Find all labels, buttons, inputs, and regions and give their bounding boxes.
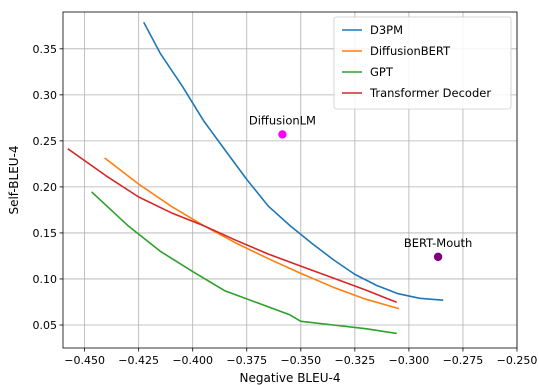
- x-tick-label: −0.450: [64, 354, 105, 367]
- y-axis-label: Self-BLEU-4: [7, 145, 21, 214]
- y-tick-label: 0.20: [33, 181, 58, 194]
- x-tick-label: −0.275: [443, 354, 484, 367]
- x-tick-label: −0.375: [226, 354, 267, 367]
- legend-box: [333, 16, 512, 110]
- legend-label-d3pm: D3PM: [370, 23, 403, 37]
- legend-label-diffusionbert: DiffusionBERT: [370, 44, 451, 58]
- x-tick-label: −0.325: [334, 354, 375, 367]
- plot-frame: [62, 11, 518, 349]
- x-axis-label: Negative BLEU-4: [240, 371, 341, 385]
- x-tick-label: −0.350: [280, 354, 321, 367]
- point-bert-mouth: [433, 252, 443, 262]
- series-line-gpt: [91, 191, 397, 335]
- axis-ticks: −0.450 −0.425 −0.400 −0.375 −0.350 −0.325 −0.3…: [33, 43, 538, 367]
- x-tick-label: −0.400: [172, 354, 213, 367]
- point-label-bert-mouth: BERT-Mouth: [404, 236, 472, 250]
- point-label-diffusionlm: DiffusionLM: [249, 113, 316, 127]
- x-tick-label: −0.250: [497, 354, 538, 367]
- y-tick-label: 0.35: [33, 43, 58, 56]
- legend-label-gpt: GPT: [370, 65, 394, 79]
- series-line-diffusionbert: [104, 157, 400, 310]
- x-tick-label: −0.300: [389, 354, 430, 367]
- legend-label-transformer-decoder: Transformer Decoder: [369, 86, 491, 100]
- annotated-points: DiffusionLM BERT-Mouth: [249, 113, 472, 262]
- y-tick-label: 0.30: [33, 89, 58, 102]
- y-tick-label: 0.25: [33, 135, 58, 148]
- series-lines: [67, 21, 444, 335]
- y-tick-label: 0.15: [33, 227, 58, 240]
- x-tick-label: −0.425: [118, 354, 159, 367]
- y-tick-label: 0.10: [33, 273, 58, 286]
- series-line-transformer-decoder: [67, 148, 397, 304]
- series-line-d3pm: [143, 21, 444, 301]
- y-tick-label: 0.05: [33, 319, 58, 332]
- point-diffusionlm: [278, 130, 287, 139]
- legend: D3PM DiffusionBERT GPT Transformer Decoder: [333, 16, 512, 110]
